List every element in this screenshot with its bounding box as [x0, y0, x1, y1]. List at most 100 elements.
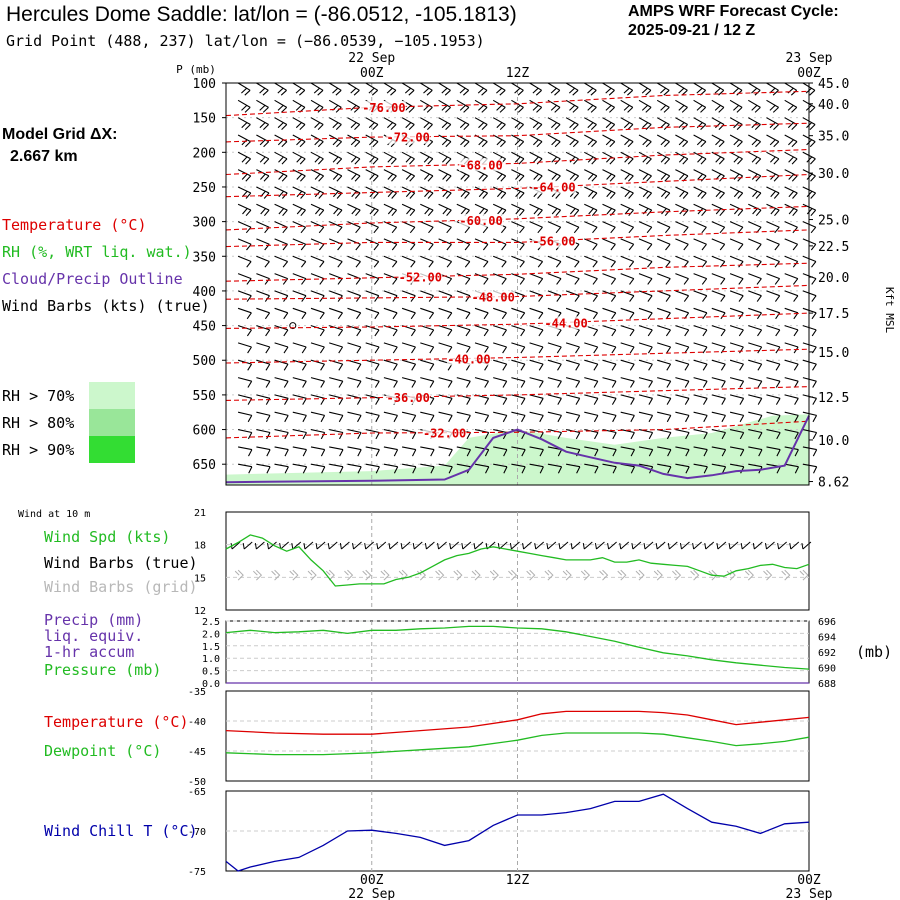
wind-barb [602, 238, 616, 251]
cross-section-frame [225, 82, 810, 486]
wind-barb [347, 325, 362, 337]
wind-barb [383, 273, 398, 285]
wind-barb [329, 394, 344, 405]
wind-barb [675, 203, 689, 217]
wind-barb [638, 134, 652, 148]
wind-barb [766, 238, 780, 251]
wind-barb [584, 151, 598, 165]
surface-wind-barb-true [728, 541, 739, 550]
surface-wind-barb-true [267, 541, 277, 550]
pressure-tick-label: 500 [193, 354, 216, 369]
wind-barb [748, 134, 761, 148]
wind-barb [711, 359, 726, 371]
wind-barb [511, 446, 526, 457]
wind-barb [438, 117, 452, 130]
precip-tick-label: 1.5 [202, 642, 220, 653]
wind-barb [729, 307, 744, 320]
wind-barb [438, 238, 452, 251]
wind-barb [401, 117, 415, 130]
contour-label-bg [361, 100, 406, 114]
wind-barb [565, 117, 579, 130]
wind-barb [693, 307, 708, 320]
wind-barb [310, 255, 325, 268]
contour-label-bg [422, 426, 467, 440]
surface-wind-barb-true [777, 541, 787, 550]
wind-tick-label: 21 [194, 508, 206, 519]
pressure-tick-label: 650 [193, 458, 216, 473]
wind-barb [420, 290, 434, 302]
wind-barb [310, 307, 325, 320]
wind-barb [620, 203, 634, 217]
surface-wind-barb-true [752, 541, 763, 550]
wind-barb [748, 221, 762, 234]
wind-barb [748, 203, 762, 217]
wind-barb [474, 307, 489, 320]
wind-barb [656, 169, 671, 182]
wind-barb [256, 99, 269, 113]
wind-barb [638, 82, 652, 96]
wind-barb [602, 359, 617, 371]
wind-barb [784, 377, 799, 388]
temperature-contour [225, 348, 810, 364]
wind-barb [511, 342, 526, 354]
wind-barb [292, 342, 307, 354]
wind-barb [802, 377, 817, 388]
contour-label-bg [531, 180, 576, 194]
pressure-tick-label-right: 696 [818, 617, 836, 628]
wind-barb [620, 221, 635, 234]
height-tick-label: 8.62 [818, 476, 849, 491]
pressure-tick-label: 350 [193, 250, 216, 265]
swatch-rh70 [89, 382, 135, 409]
wind-barb [347, 134, 361, 148]
wind-barb [802, 307, 817, 320]
wind-barb [438, 82, 451, 96]
surface-wind-barb-grid [544, 569, 554, 581]
wind-barb [256, 463, 271, 474]
wind-barb [584, 169, 598, 182]
wind-barb [547, 151, 561, 165]
wind-barb [802, 342, 817, 354]
wind-barb [584, 273, 598, 285]
wind-barb [401, 169, 416, 182]
wind-barb [347, 169, 361, 182]
wind-barb [675, 99, 688, 113]
wind-barb [274, 429, 289, 440]
wind-barb [274, 359, 289, 371]
surface-wind-barb-grid [435, 569, 445, 581]
wind-barb [729, 429, 745, 440]
wind-barb [493, 342, 508, 354]
wind-barb [711, 446, 727, 457]
wind-barb [237, 82, 251, 96]
wind-barb [438, 255, 453, 268]
wind-barb [401, 290, 416, 302]
surface-wind-barbs [230, 541, 812, 581]
wind-barb [456, 342, 471, 354]
height-tick-label: 17.5 [818, 307, 849, 322]
wind-barb [328, 151, 343, 165]
surface-wind-barb-true [522, 541, 532, 550]
wind-barb [657, 446, 672, 457]
wind-barb [547, 377, 562, 388]
wind-barb [584, 290, 598, 302]
wind-barb [784, 99, 798, 113]
wind-barb [638, 394, 653, 405]
surface-wind-barb-grid [690, 569, 700, 581]
wind-barb [802, 325, 817, 337]
wind-barb [401, 255, 416, 268]
wind-barb [365, 429, 380, 440]
wind-barb [420, 342, 435, 354]
wind-barb [438, 463, 453, 474]
wind-barb [675, 134, 689, 148]
wind-barb [638, 117, 652, 130]
wind-barb [347, 359, 362, 371]
wind-barb [474, 377, 489, 388]
wind-barb [511, 377, 526, 388]
height-tick-label: 40.0 [818, 98, 849, 113]
surface-wind-barb-grid [744, 569, 754, 581]
wind-barb [365, 221, 379, 234]
wind-barb [328, 99, 342, 113]
legend-rh: RH (%, WRT liq. wat.) [2, 243, 192, 261]
temperature-contour-label: -76.00 [362, 101, 405, 115]
wind-barb [456, 255, 471, 268]
surface-wind-barb-true [692, 541, 702, 550]
